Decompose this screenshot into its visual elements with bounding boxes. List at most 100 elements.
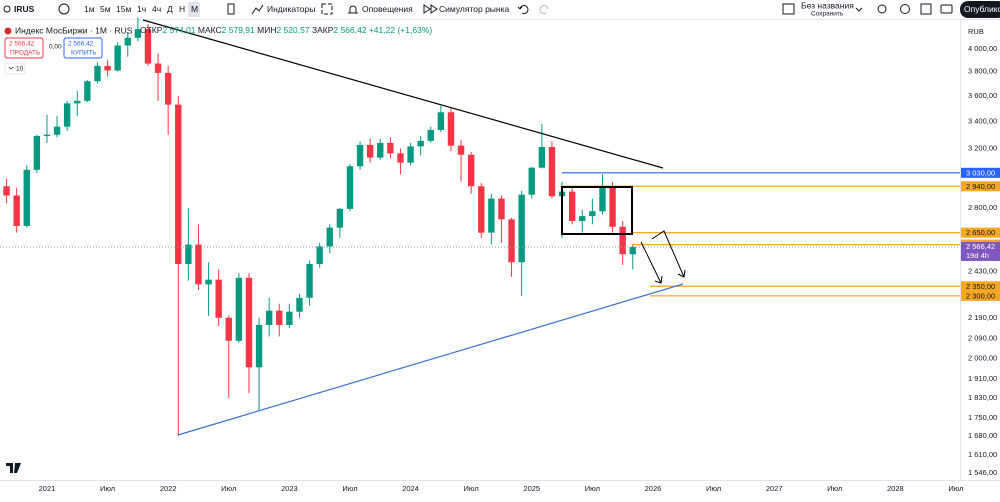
y-tick-label: 1 680,00 [968, 431, 997, 440]
candle-body [548, 147, 556, 197]
indicators-icon[interactable] [251, 4, 264, 15]
label: МИН [257, 25, 276, 35]
quantity-box[interactable] [4, 62, 26, 75]
candle-body [447, 112, 455, 146]
save-hint[interactable]: Сохранить [811, 11, 844, 18]
candle-body [3, 186, 10, 196]
x-tick-label: Июл [221, 484, 236, 493]
y-tick-label: 2 000,00 [968, 353, 997, 362]
publish-button-bg[interactable] [960, 1, 1000, 18]
current-price-label: 2 566,42 [966, 242, 995, 251]
value: 2 574,01 [162, 25, 195, 35]
candle-body [457, 145, 465, 155]
trend-line [177, 283, 684, 436]
level-label: 2 940,00 [966, 182, 995, 191]
level-label: 2 350,00 [966, 282, 995, 291]
level-label: 3 030,00 [966, 168, 995, 177]
candle-body [245, 277, 253, 368]
x-tick-label: Июл [100, 484, 115, 493]
candle-body [94, 65, 101, 82]
replay-button[interactable]: Симулятор рынка [439, 4, 510, 14]
layout-menu[interactable] [855, 7, 863, 12]
y-tick-label: 3 800,00 [968, 67, 997, 76]
settings[interactable] [900, 4, 910, 14]
buy-price[interactable]: 2 566,42 [68, 41, 94, 48]
replay-icon[interactable] [423, 4, 438, 14]
candle-body [296, 297, 303, 312]
candle-body [508, 219, 515, 263]
interval[interactable]: 4ч [152, 4, 161, 14]
indicators-button[interactable]: Индикаторы [267, 4, 315, 14]
candle-body [164, 72, 172, 105]
layouts-icon[interactable] [321, 3, 333, 15]
x-tick-label: 2021 [39, 484, 56, 493]
change: +41,22 (+1,63%) [369, 25, 432, 35]
candle-body [427, 129, 434, 141]
candle-body [185, 244, 192, 265]
alerts-button[interactable]: Оповещения [362, 4, 413, 14]
candle-body [33, 136, 41, 170]
level-label-bg [961, 181, 1000, 192]
interval[interactable]: 1м [84, 4, 95, 14]
y-tick-label: 3 600,00 [968, 91, 997, 100]
redo-button[interactable] [539, 5, 549, 14]
sell-label[interactable]: ПРОДАТЬ [10, 50, 40, 57]
x-tick-label: 2024 [402, 484, 419, 493]
x-tick-label: 2028 [887, 484, 904, 493]
y-tick-label: 4 000,00 [968, 44, 997, 53]
layout-name[interactable]: Без названия [801, 0, 854, 10]
candle-body [23, 169, 30, 226]
candle-body [316, 246, 323, 265]
value: 2 579,91 [222, 25, 255, 35]
candle-body [609, 187, 616, 227]
candle-body [43, 134, 51, 137]
sell-button[interactable] [4, 37, 44, 59]
level-label: 2 650,00 [966, 228, 995, 237]
interval[interactable]: 15м [116, 4, 131, 14]
buy-button[interactable] [63, 37, 103, 59]
candle-body [63, 103, 71, 127]
arrow [640, 241, 663, 284]
candle-body [467, 154, 475, 187]
y-tick-label: 2 430,00 [968, 266, 997, 275]
candle-body [53, 126, 61, 135]
buy-label[interactable]: КУПИТЬ [71, 50, 97, 57]
series-title: Индекс МосБиржи · 1М · RUS [15, 25, 133, 35]
sell-price[interactable]: 2 566,42 [9, 41, 35, 48]
candle-body [417, 140, 424, 147]
candle-body [215, 279, 222, 318]
candle-body [538, 147, 546, 168]
undo-button[interactable] [517, 5, 529, 14]
y-tick-label: 1 546,00 [968, 468, 997, 477]
candle-body [235, 277, 243, 341]
y-tick-label: 3 400,00 [968, 116, 997, 125]
level-label-bg [961, 227, 1000, 238]
symbol[interactable]: IRUS [14, 4, 35, 14]
alerts-icon[interactable] [348, 5, 358, 14]
interval[interactable]: 1ч [137, 4, 146, 14]
search-icon[interactable] [3, 5, 11, 13]
interval[interactable]: 5м [100, 4, 111, 14]
symbol-logo [4, 27, 12, 35]
candle-body [336, 208, 344, 228]
candle-body [255, 324, 263, 368]
publish-button[interactable]: Опубликовать [964, 4, 1000, 14]
quantity[interactable]: 10 [16, 66, 24, 73]
candle-body [306, 264, 313, 298]
level-label: 2 300,00 [966, 291, 995, 300]
interval[interactable]: Н [179, 4, 185, 14]
fullscreen[interactable] [920, 3, 932, 15]
chart-type-icon[interactable] [227, 3, 235, 15]
snapshot[interactable] [940, 4, 953, 14]
y-tick-label: 2 800,00 [968, 203, 997, 212]
interval[interactable]: М [191, 4, 198, 14]
layout-icon[interactable] [782, 3, 795, 15]
compare-button[interactable] [58, 3, 70, 15]
quantity-toggle[interactable] [8, 66, 14, 70]
interval[interactable]: Д [167, 4, 173, 14]
quick-search[interactable] [877, 4, 887, 14]
candle-body [74, 100, 81, 104]
y-tick-label: 1 750,00 [968, 413, 997, 422]
candle-body [356, 144, 364, 167]
